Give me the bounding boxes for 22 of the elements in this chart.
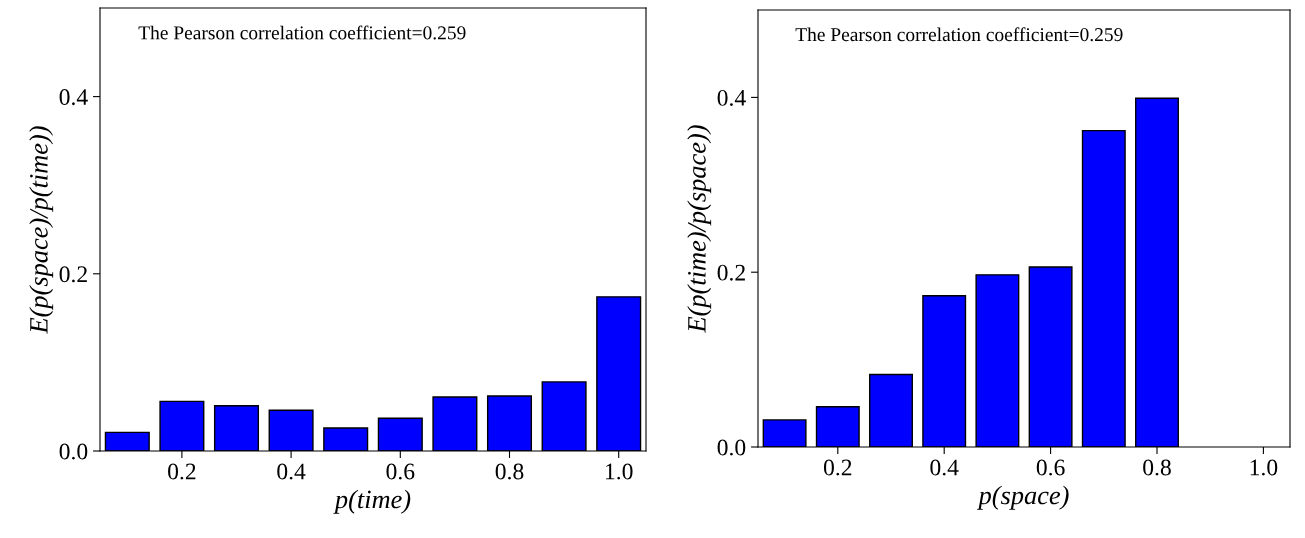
annotation: The Pearson correlation coefficient=0.259 (795, 27, 1123, 42)
x-axis-title: p(space) (977, 485, 1069, 510)
x-tick-label: 0.6 (1036, 459, 1065, 476)
y-tick-label: 0.2 (717, 264, 745, 281)
x-tick-label: 0.2 (823, 459, 852, 476)
x-tick-label: 1.0 (1250, 459, 1278, 476)
y-tick-label: 0.2 (59, 266, 87, 283)
y-axis-title: E(p(time)/p(space)) (687, 125, 712, 333)
x-tick-label: 0.4 (930, 459, 959, 476)
y-tick-label: 0.0 (59, 443, 88, 460)
x-tick-label: 0.8 (1143, 459, 1171, 476)
x-tick-label: 0.2 (168, 463, 196, 480)
y-tick-label: 0.4 (59, 89, 88, 106)
x-axis-title: p(time) (333, 489, 411, 514)
x-tick-label: 1.0 (606, 463, 633, 480)
annotation: The Pearson correlation coefficient=0.259 (138, 25, 466, 40)
y-tick-label: 0.0 (717, 439, 746, 456)
y-tick-label: 0.4 (717, 89, 746, 106)
x-tick-label: 0.6 (386, 463, 415, 480)
x-tick-label: 0.4 (277, 463, 306, 480)
x-tick-label: 0.8 (495, 463, 524, 480)
y-axis-title: E(p(space)/p(time)) (29, 126, 54, 334)
